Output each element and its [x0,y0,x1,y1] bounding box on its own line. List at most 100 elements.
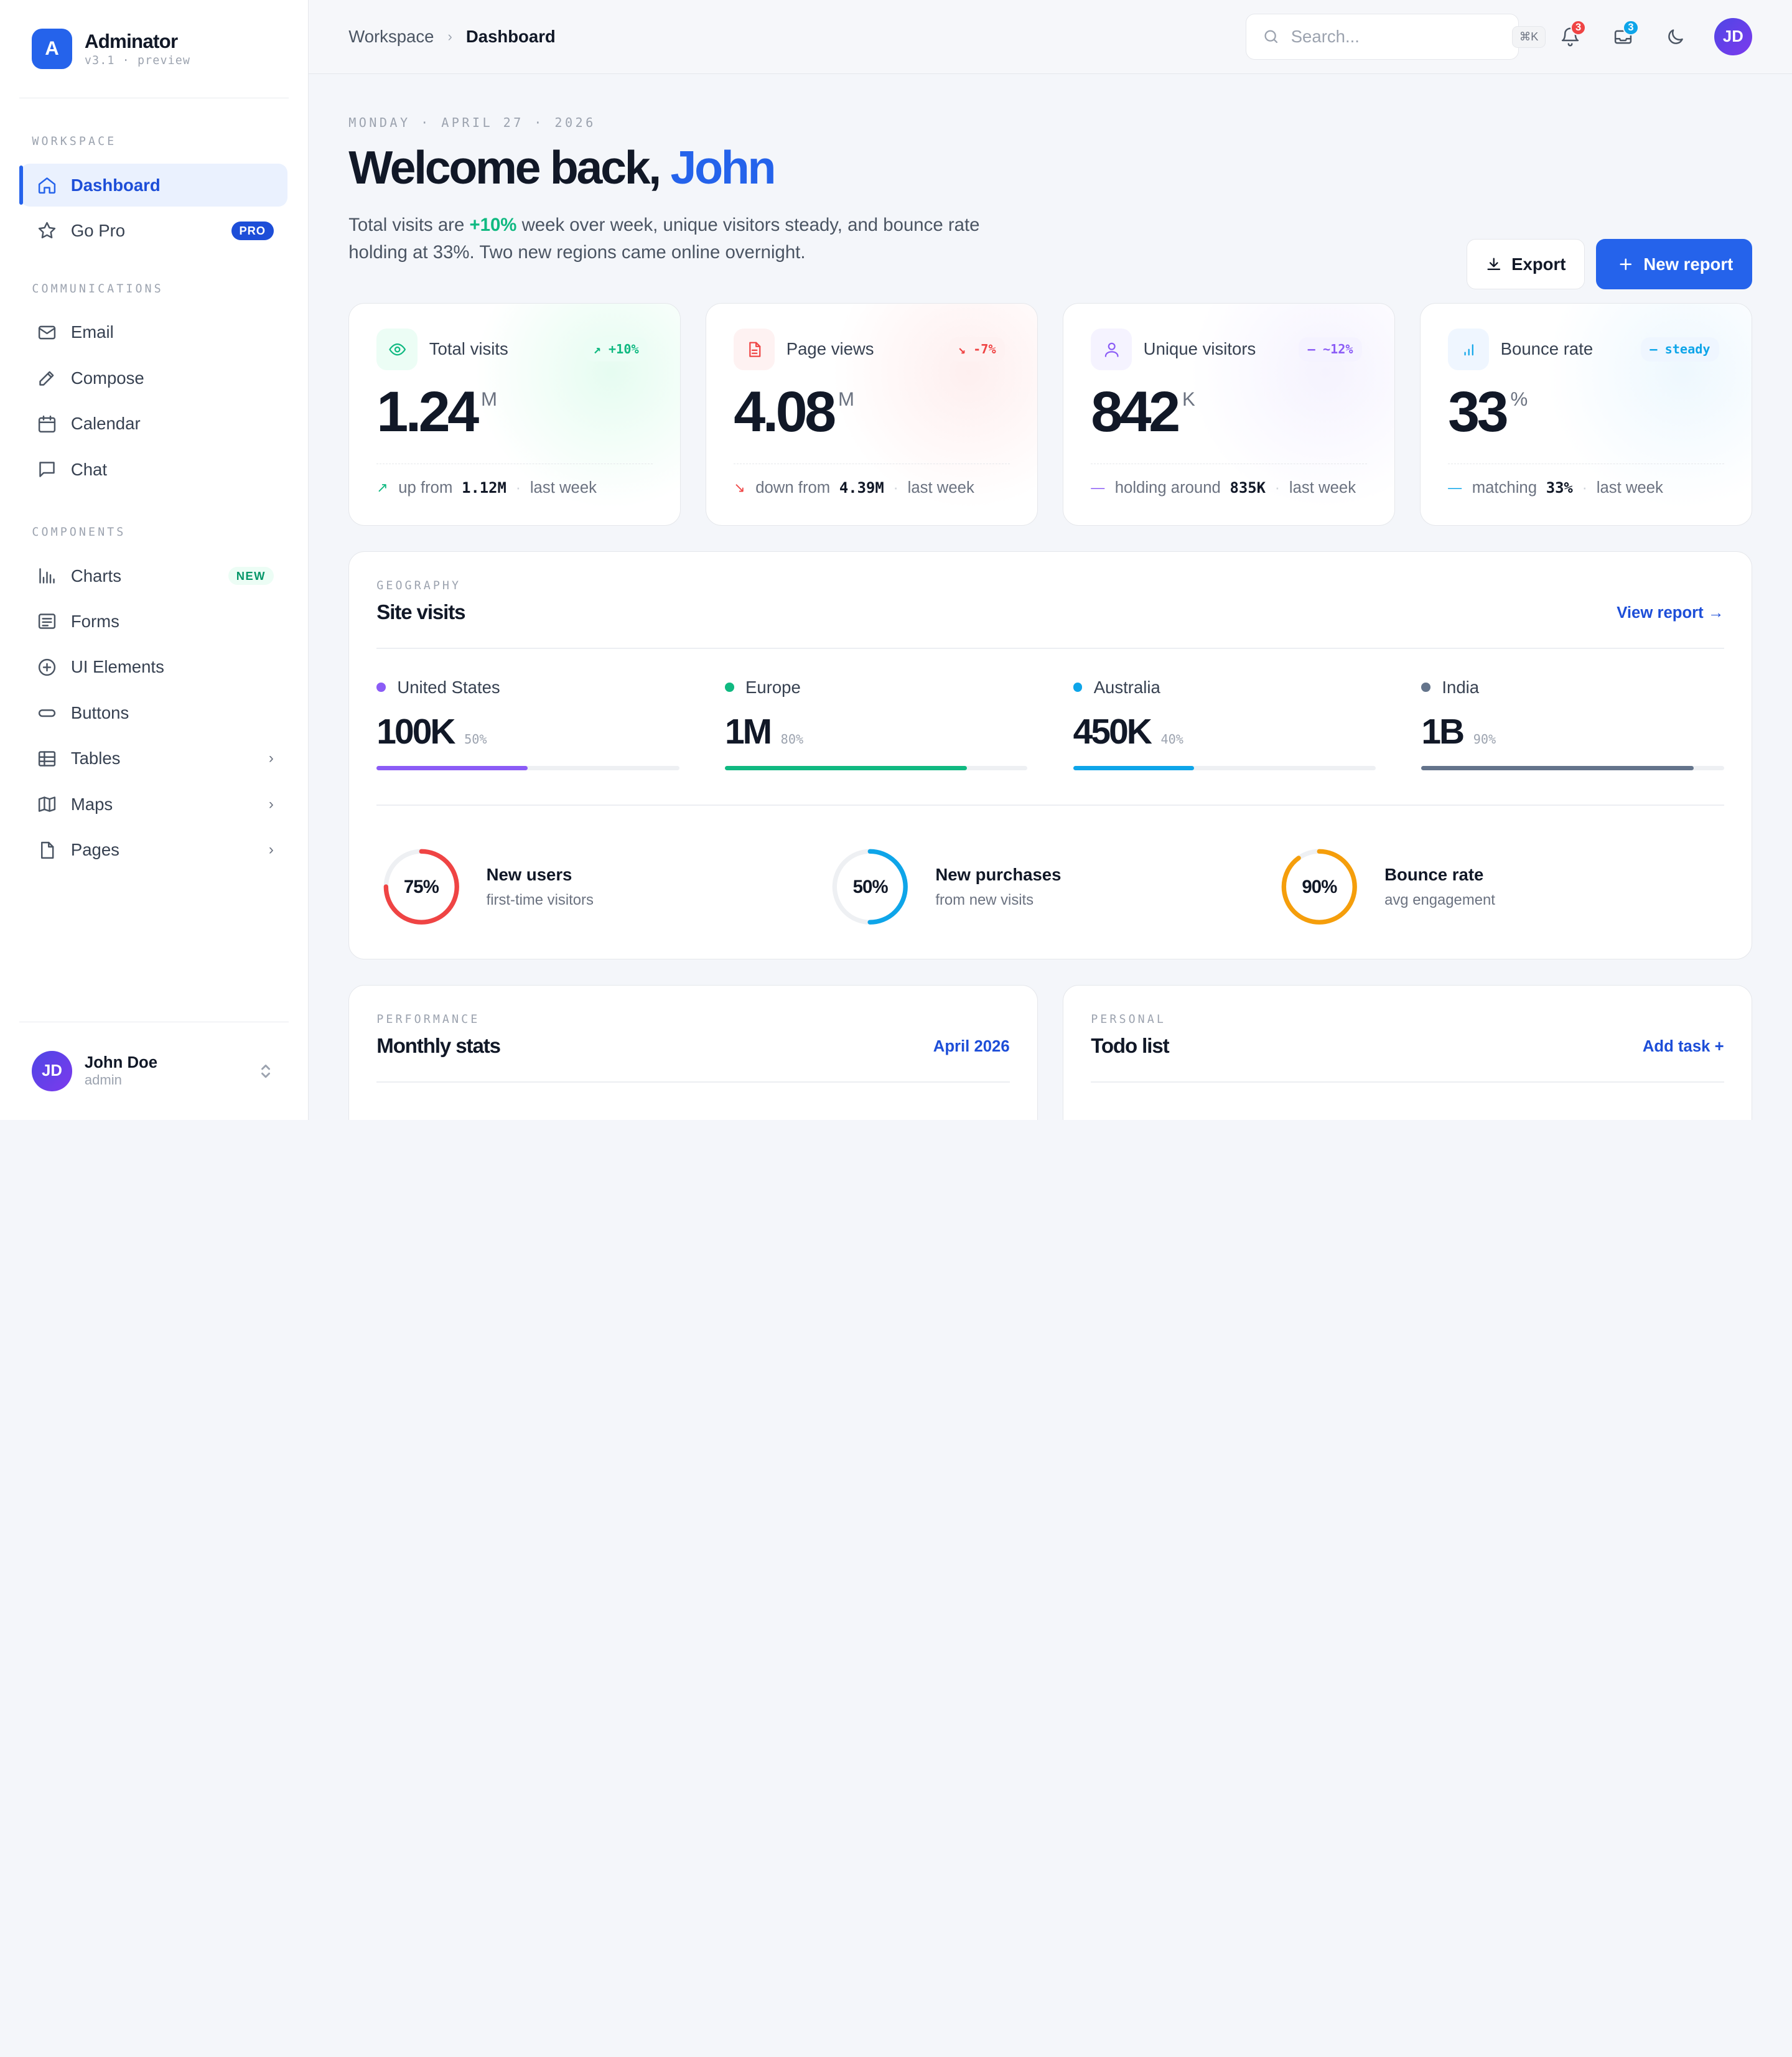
sidebar-item-label: Compose [70,368,144,388]
sidebar-item-label: Chat [70,459,108,479]
new-report-button[interactable]: New report [1596,239,1752,289]
region-value: 1M [724,711,772,752]
map-icon [37,794,57,814]
nav-section-title: WORKSPACE [32,134,117,148]
add-task-link[interactable]: Add task + [1642,1037,1724,1055]
ring-arc [833,849,908,925]
stat-foot-suffix: last week [1596,478,1663,497]
summary-after: week over week, unique visitors steady, … [348,215,980,263]
panel-kicker: PERFORMANCE [376,1012,480,1026]
pen-icon [37,368,57,388]
chevron-right-icon: › [268,795,274,813]
stat-card[interactable]: Total visits ↗ +10% 1.24 M ↗ up from 1.12M · las… [348,302,681,526]
inbox-count: 3 [1623,19,1639,36]
sidebar-item-label: Buttons [70,702,129,722]
divider [1091,1081,1724,1083]
ring-metrics: 75% New users first-time visitors 50% New pu… [376,847,1724,959]
ring-value: 50% [852,876,889,897]
brand-name: Adminator [84,30,178,53]
sidebar-item-ui-elements[interactable]: UI Elements [21,646,287,689]
new-report-label: New report [1643,254,1734,274]
dashboard-content: MONDAY · APRIL 27 · 2026 Welcome back, J… [309,115,1792,1120]
breadcrumb-workspace[interactable]: Workspace [348,27,434,47]
stat-unit: K [1182,388,1195,410]
user-menu[interactable]: JD John Doe admin [19,1022,289,1120]
stat-foot-suffix: last week [1289,478,1356,497]
region-name: United States [397,677,500,697]
stat-card[interactable]: Page views ↘ -7% 4.08 M ↘ down from 4.39M · last… [706,302,1038,526]
progress-fill [1073,765,1195,771]
legend-dot [724,683,734,693]
user-first-name: John [670,141,777,194]
stat-foot-text: holding around [1114,478,1221,497]
region-value: 1B [1421,711,1465,752]
stat-foot-text: down from [755,478,831,497]
view-report-link[interactable]: View report → [1617,604,1724,622]
sidebar: A Adminator v3.1 · preview WORKSPACE Dash… [0,0,309,1120]
ring-arc [1281,849,1358,925]
nav-badge: NEW [228,566,274,585]
sidebar-item-label: Calendar [70,414,141,434]
summary-before: Total visits are [348,215,470,236]
sidebar-item-go-pro[interactable]: Go Pro PRO [21,209,287,253]
avatar[interactable]: JD [32,1051,72,1091]
main: Workspace › Dashboard ⌘K 3 [308,0,1792,1120]
sidebar-item-email[interactable]: Email [21,311,287,355]
todo-panel: PERSONAL Todo list Add task + [1063,984,1752,1120]
search-box[interactable]: ⌘K [1246,14,1546,60]
plus-circle-icon [37,657,57,678]
brand[interactable]: A Adminator v3.1 · preview [19,0,289,98]
sidebar-item-buttons[interactable]: Buttons [21,691,287,735]
brand-logo[interactable]: A [32,29,72,69]
region-name: India [1442,677,1480,697]
stat-foot-suffix: last week [907,478,974,497]
sidebar-item-label: Pages [70,840,119,860]
region-name: Europe [745,677,801,697]
sidebar-item-calendar[interactable]: Calendar [21,402,287,445]
ring-value: 90% [1302,876,1337,897]
plus-icon [1620,258,1632,270]
stat-unit: % [1510,388,1528,410]
bar-chart-icon [37,566,57,586]
progress-track [376,765,679,771]
stat-previous-value: 1.12M [462,479,506,497]
stat-label: Unique visitors [1143,339,1256,359]
sidebar-item-tables[interactable]: Tables › [21,737,287,780]
theme-toggle[interactable] [1656,17,1694,56]
sidebar-item-pages[interactable]: Pages › [21,828,287,872]
stat-previous-value: 4.39M [839,479,884,497]
expand-icon[interactable] [259,1062,273,1080]
stat-card[interactable]: Unique visitors — ~12% 842 K — holding around… [1063,302,1395,526]
stat-foot-text: matching [1472,478,1538,497]
export-button[interactable]: Export [1466,239,1585,289]
home-icon [37,175,57,195]
dot-separator: · [893,478,898,497]
greeting: Welcome back, [348,141,671,194]
summary-text: Total visits are +10% week over week, un… [348,212,1011,266]
stat-card[interactable]: Bounce rate — steady 33% — matching 33% · last … [1420,302,1752,526]
panel-title: Monthly stats [376,1035,501,1058]
stat-cards: Total visits ↗ +10% 1.24 M ↗ up from 1.12M · las… [348,302,1752,526]
breadcrumb-current: Dashboard [465,27,556,47]
notifications-button[interactable]: 3 [1551,17,1589,56]
site-visits-panel: GEOGRAPHY Site visits View report → Unit… [348,551,1752,960]
sidebar-item-charts[interactable]: Charts NEW [21,554,287,598]
region-value: 450K [1073,711,1152,752]
inbox-button[interactable]: 3 [1603,17,1642,56]
month-selector[interactable]: April 2026 [933,1037,1010,1055]
sidebar-item-forms[interactable]: Forms [21,600,287,643]
stat-value: 4.08 [734,380,836,444]
user-icon [1091,329,1132,370]
ring-title: Bounce rate [1384,865,1484,885]
notifications-count: 3 [1570,19,1587,36]
bell-icon [1560,27,1580,47]
sidebar-item-dashboard[interactable]: Dashboard [19,163,287,207]
stat-unit: M [838,388,854,410]
panel-kicker: GEOGRAPHY [376,579,462,592]
search-input[interactable] [1290,27,1512,47]
avatar[interactable]: JD [1714,17,1752,56]
sidebar-item-chat[interactable]: Chat [21,448,287,492]
search-icon [1262,28,1280,45]
sidebar-item-maps[interactable]: Maps › [21,783,287,826]
sidebar-item-compose[interactable]: Compose [21,357,287,400]
